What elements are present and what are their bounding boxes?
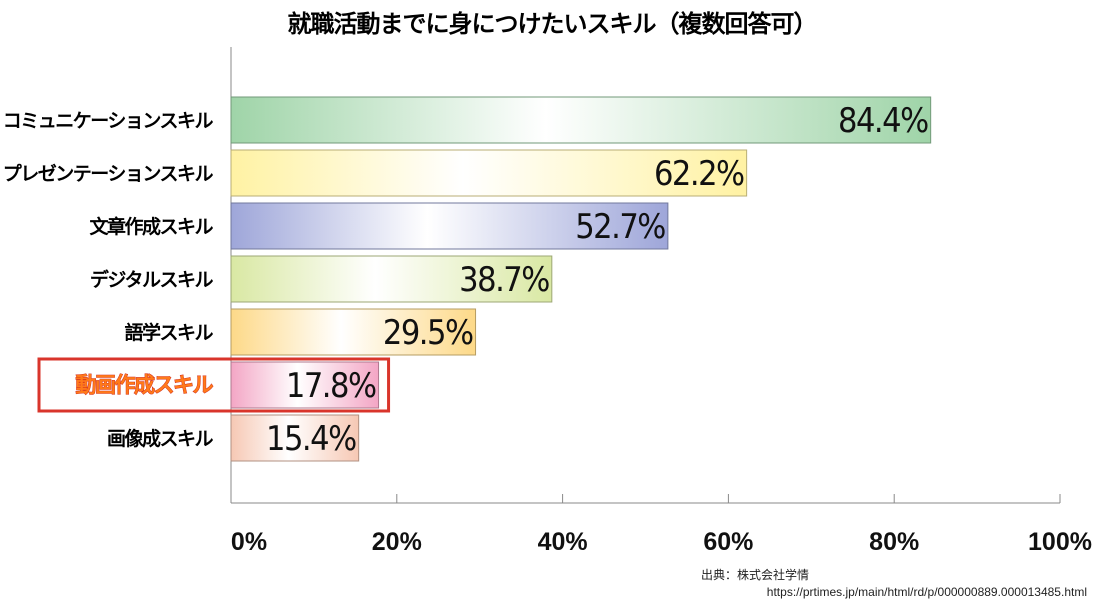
bar-6	[230, 361, 380, 409]
x-tick-label: 20%	[372, 528, 422, 556]
x-tick-label: 60%	[703, 528, 753, 556]
bar-3	[230, 202, 669, 250]
bar-2	[230, 149, 748, 197]
source-label: 出典：株式会社学情	[701, 567, 809, 582]
chart-title: 就職活動までに身につけたいスキル（複数回答可）	[288, 10, 817, 38]
x-tick-label: 0%	[231, 528, 267, 556]
x-tick-label: 40%	[538, 528, 588, 556]
category-label: 動画作成スキル	[76, 373, 214, 397]
category-label: プレゼンテーションスキル	[3, 162, 214, 185]
value-label: 52.7%	[575, 207, 665, 247]
x-tick-label: 100%	[1028, 528, 1092, 556]
category-label: 文章作成スキル	[89, 215, 213, 238]
highlight-box	[37, 357, 391, 413]
category-label: デジタルスキル	[90, 268, 214, 291]
value-label: 17.8%	[286, 366, 376, 406]
category-label: コミュニケーションスキル	[3, 110, 214, 132]
category-labels: コミュニケーションスキルプレゼンテーションスキル文章作成スキルデジタルスキル語学…	[3, 110, 216, 450]
value-label: 29.5%	[383, 313, 473, 353]
x-tick-label: 80%	[869, 528, 919, 556]
bar-7	[230, 414, 360, 462]
bar-5	[230, 308, 477, 356]
x-axis-ticks: 0% 20% 40% 60% 80% 100%	[230, 494, 1092, 556]
category-label: 語学スキル	[124, 321, 213, 344]
value-label: 62.2%	[654, 154, 744, 194]
value-labels: 84.4% 62.2% 52.7% 38.7% 29.5%17.8% 15.4%	[37, 101, 930, 459]
value-label: 38.7%	[459, 260, 549, 300]
value-label: 15.4%	[266, 419, 356, 459]
bars-group	[230, 96, 932, 462]
bar-4	[230, 255, 553, 303]
bar-1	[230, 96, 932, 144]
value-label: 84.4%	[838, 101, 928, 141]
source-url: https://prtimes.jp/main/html/rd/p/000000…	[767, 585, 1087, 599]
category-label: 画像成スキル	[107, 427, 214, 450]
